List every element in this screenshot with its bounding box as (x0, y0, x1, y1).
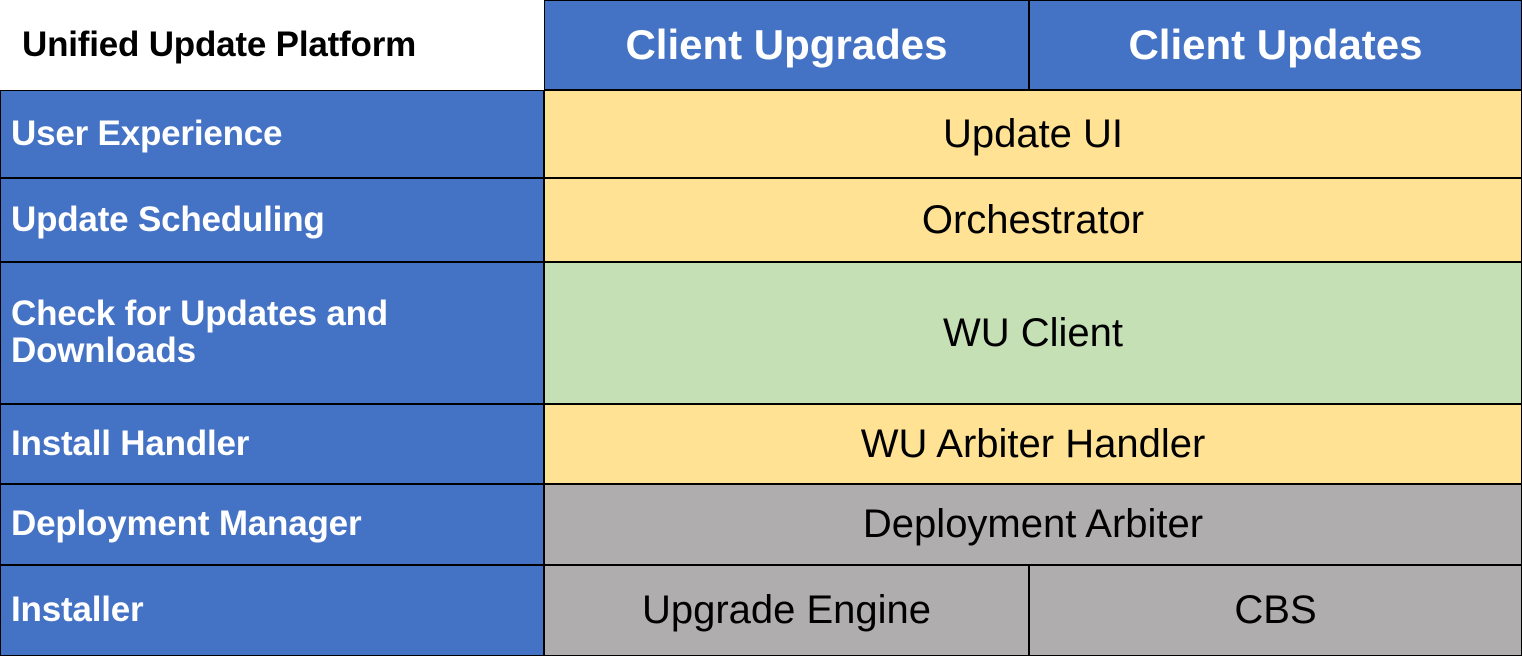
component-cell-wu-client: WU Client (544, 262, 1522, 404)
row-label-install-handler: Install Handler (0, 404, 544, 484)
row-label-install-handler-text: Install Handler (11, 423, 250, 463)
component-cell-cbs: CBS (1029, 565, 1522, 656)
component-cell-update-ui: Update UI (544, 90, 1522, 178)
column-header-client-updates: Client Updates (1029, 0, 1522, 90)
row-label-deployment-manager-text: Deployment Manager (11, 504, 362, 544)
component-cell-upgrade-engine-label: Upgrade Engine (641, 588, 932, 632)
page-title: Unified Update Platform (22, 25, 417, 64)
row-label-update-scheduling-text: Update Scheduling (11, 199, 325, 239)
component-cell-update-ui-label: Update UI (942, 111, 1124, 156)
component-cell-cbs-label: CBS (1234, 588, 1317, 632)
component-cell-orchestrator-label: Orchestrator (921, 197, 1145, 242)
component-cell-deployment-arbiter-label: Deployment Arbiter (862, 502, 1204, 546)
row-label-installer: Installer (0, 565, 544, 656)
component-cell-wu-arbiter-handler: WU Arbiter Handler (544, 404, 1522, 484)
row-label-update-scheduling: Update Scheduling (0, 178, 544, 262)
row-label-user-experience: User Experience (0, 90, 544, 178)
component-cell-deployment-arbiter: Deployment Arbiter (544, 484, 1522, 565)
component-cell-wu-client-label: WU Client (942, 310, 1124, 355)
column-header-client-upgrades-label: Client Upgrades (625, 21, 948, 68)
row-label-check-for-updates-and-downloads-text: Check for Updates and Downloads (11, 294, 388, 370)
column-header-client-upgrades: Client Upgrades (544, 0, 1029, 90)
row-label-installer-text: Installer (11, 590, 144, 630)
component-cell-wu-arbiter-handler-label: WU Arbiter Handler (860, 421, 1206, 466)
component-cell-orchestrator: Orchestrator (544, 178, 1522, 262)
row-label-deployment-manager: Deployment Manager (0, 484, 544, 565)
column-header-client-updates-label: Client Updates (1128, 21, 1423, 68)
table-corner-title: Unified Update Platform (0, 0, 544, 90)
component-cell-upgrade-engine: Upgrade Engine (544, 565, 1029, 656)
row-label-user-experience-text: User Experience (11, 113, 283, 153)
row-label-check-for-updates-and-downloads: Check for Updates and Downloads (0, 262, 544, 404)
